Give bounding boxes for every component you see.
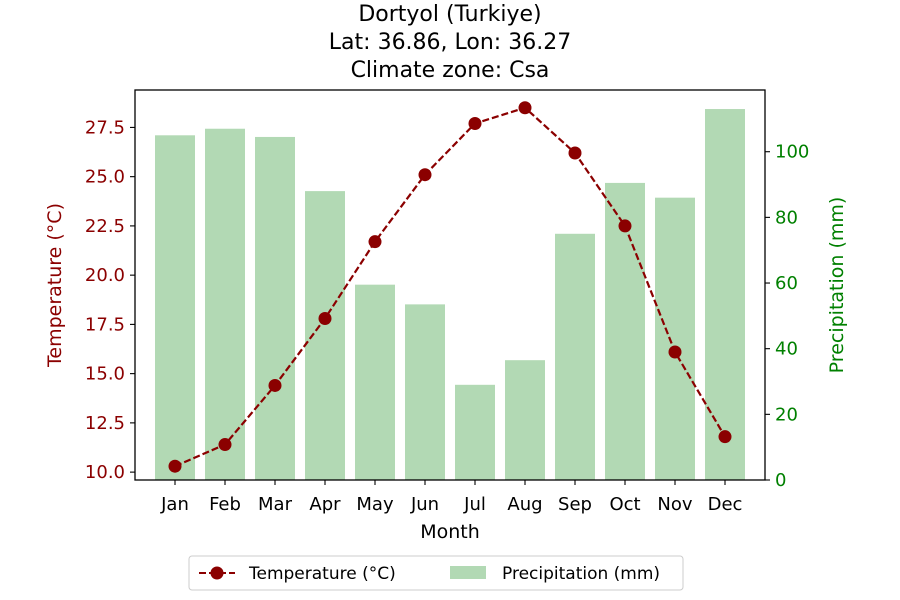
temperature-series: [168, 101, 732, 473]
temperature-point-dec: [718, 430, 732, 444]
x-tick-label: Sep: [558, 494, 592, 515]
temperature-point-aug: [518, 101, 532, 115]
precipitation-axis-label: Precipitation (mm): [826, 197, 848, 374]
x-tick-label: Oct: [609, 494, 640, 515]
temperature-tick-label: 15.0: [85, 364, 125, 385]
chart-title-line-1: Dortyol (Turkiye): [358, 2, 541, 27]
precipitation-tick-label: 0: [775, 470, 786, 491]
x-axis-label: Month: [420, 521, 480, 543]
x-tick-label: Jan: [160, 494, 189, 515]
temperature-axis-label: Temperature (°C): [44, 203, 66, 368]
x-tick-label: Dec: [708, 494, 743, 515]
precipitation-bars: [155, 109, 745, 481]
legend-box: [188, 555, 684, 591]
x-tick-label: Aug: [507, 494, 542, 515]
temperature-point-oct: [618, 219, 632, 233]
x-tick-label: Jul: [463, 494, 486, 515]
temperature-tick-label: 22.5: [85, 216, 125, 237]
precipitation-bar-sep: [555, 233, 595, 480]
chart-title-line-3: Climate zone: Csa: [351, 58, 550, 83]
temperature-point-feb: [218, 438, 232, 452]
precipitation-bar-jul: [455, 384, 495, 480]
precipitation-bar-mar: [255, 136, 295, 480]
temperature-point-may: [368, 235, 382, 249]
precipitation-tick-label: 20: [775, 404, 798, 425]
precipitation-tick-label: 80: [775, 207, 798, 228]
precipitation-tick-label: 100: [775, 142, 809, 163]
precipitation-bar-may: [355, 284, 395, 480]
temperature-point-jan: [168, 459, 182, 473]
temperature-point-mar: [268, 378, 282, 392]
legend-temperature-label: Temperature (°C): [248, 564, 396, 584]
legend-temperature-marker: [210, 566, 224, 580]
x-tick-label: Feb: [209, 494, 241, 515]
precipitation-bar-jun: [405, 304, 445, 480]
temperature-point-jun: [418, 168, 432, 182]
precipitation-bar-dec: [705, 109, 745, 480]
x-tick-label: Jun: [410, 494, 439, 515]
precipitation-tick-label: 60: [775, 273, 798, 294]
x-tick-label: Mar: [258, 494, 293, 515]
x-tick-label: Nov: [657, 494, 692, 515]
precipitation-bar-jan: [155, 135, 195, 480]
precipitation-bar-aug: [505, 360, 545, 480]
chart-title-line-2: Lat: 36.86, Lon: 36.27: [329, 30, 571, 55]
legend: Temperature (°C) Precipitation (mm): [188, 555, 684, 591]
temperature-point-sep: [568, 146, 582, 160]
temperature-point-nov: [668, 345, 682, 359]
precipitation-bar-feb: [205, 128, 245, 481]
legend-precipitation-swatch: [450, 566, 486, 579]
precipitation-axis: 0 20 40 60 80 100: [765, 142, 809, 491]
temperature-line: [174, 106, 726, 468]
x-tick-label: Apr: [309, 494, 341, 515]
precipitation-tick-label: 40: [775, 339, 798, 360]
temperature-axis: 10.0 12.5 15.0 17.5 20.0 22.5 25.0 27.5: [85, 117, 135, 483]
temperature-tick-label: 10.0: [85, 462, 125, 483]
legend-precipitation-label: Precipitation (mm): [502, 564, 660, 584]
temperature-tick-label: 27.5: [85, 117, 125, 138]
precipitation-bar-oct: [605, 182, 645, 480]
temperature-tick-label: 12.5: [85, 413, 125, 434]
temperature-tick-label: 25.0: [85, 167, 125, 188]
temperature-point-jul: [468, 116, 482, 130]
precipitation-bar-nov: [655, 197, 695, 481]
x-axis: Jan Feb Mar Apr May Jun Jul Aug Sep Oct Nov Dec: [160, 480, 742, 515]
x-tick-label: May: [356, 494, 394, 515]
temperature-point-apr: [318, 311, 332, 325]
temperature-tick-label: 17.5: [85, 314, 125, 335]
temperature-tick-label: 20.0: [85, 265, 125, 286]
plot-frame: [134, 89, 766, 481]
